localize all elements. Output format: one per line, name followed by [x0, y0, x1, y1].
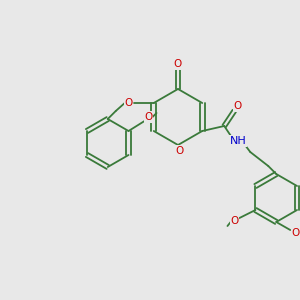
Text: O: O: [233, 101, 242, 111]
Text: NH: NH: [230, 136, 247, 146]
Text: O: O: [144, 112, 153, 122]
Text: O: O: [174, 59, 182, 69]
Text: O: O: [230, 216, 238, 226]
Text: O: O: [291, 228, 299, 238]
Text: O: O: [176, 146, 184, 156]
Text: O: O: [124, 98, 133, 108]
